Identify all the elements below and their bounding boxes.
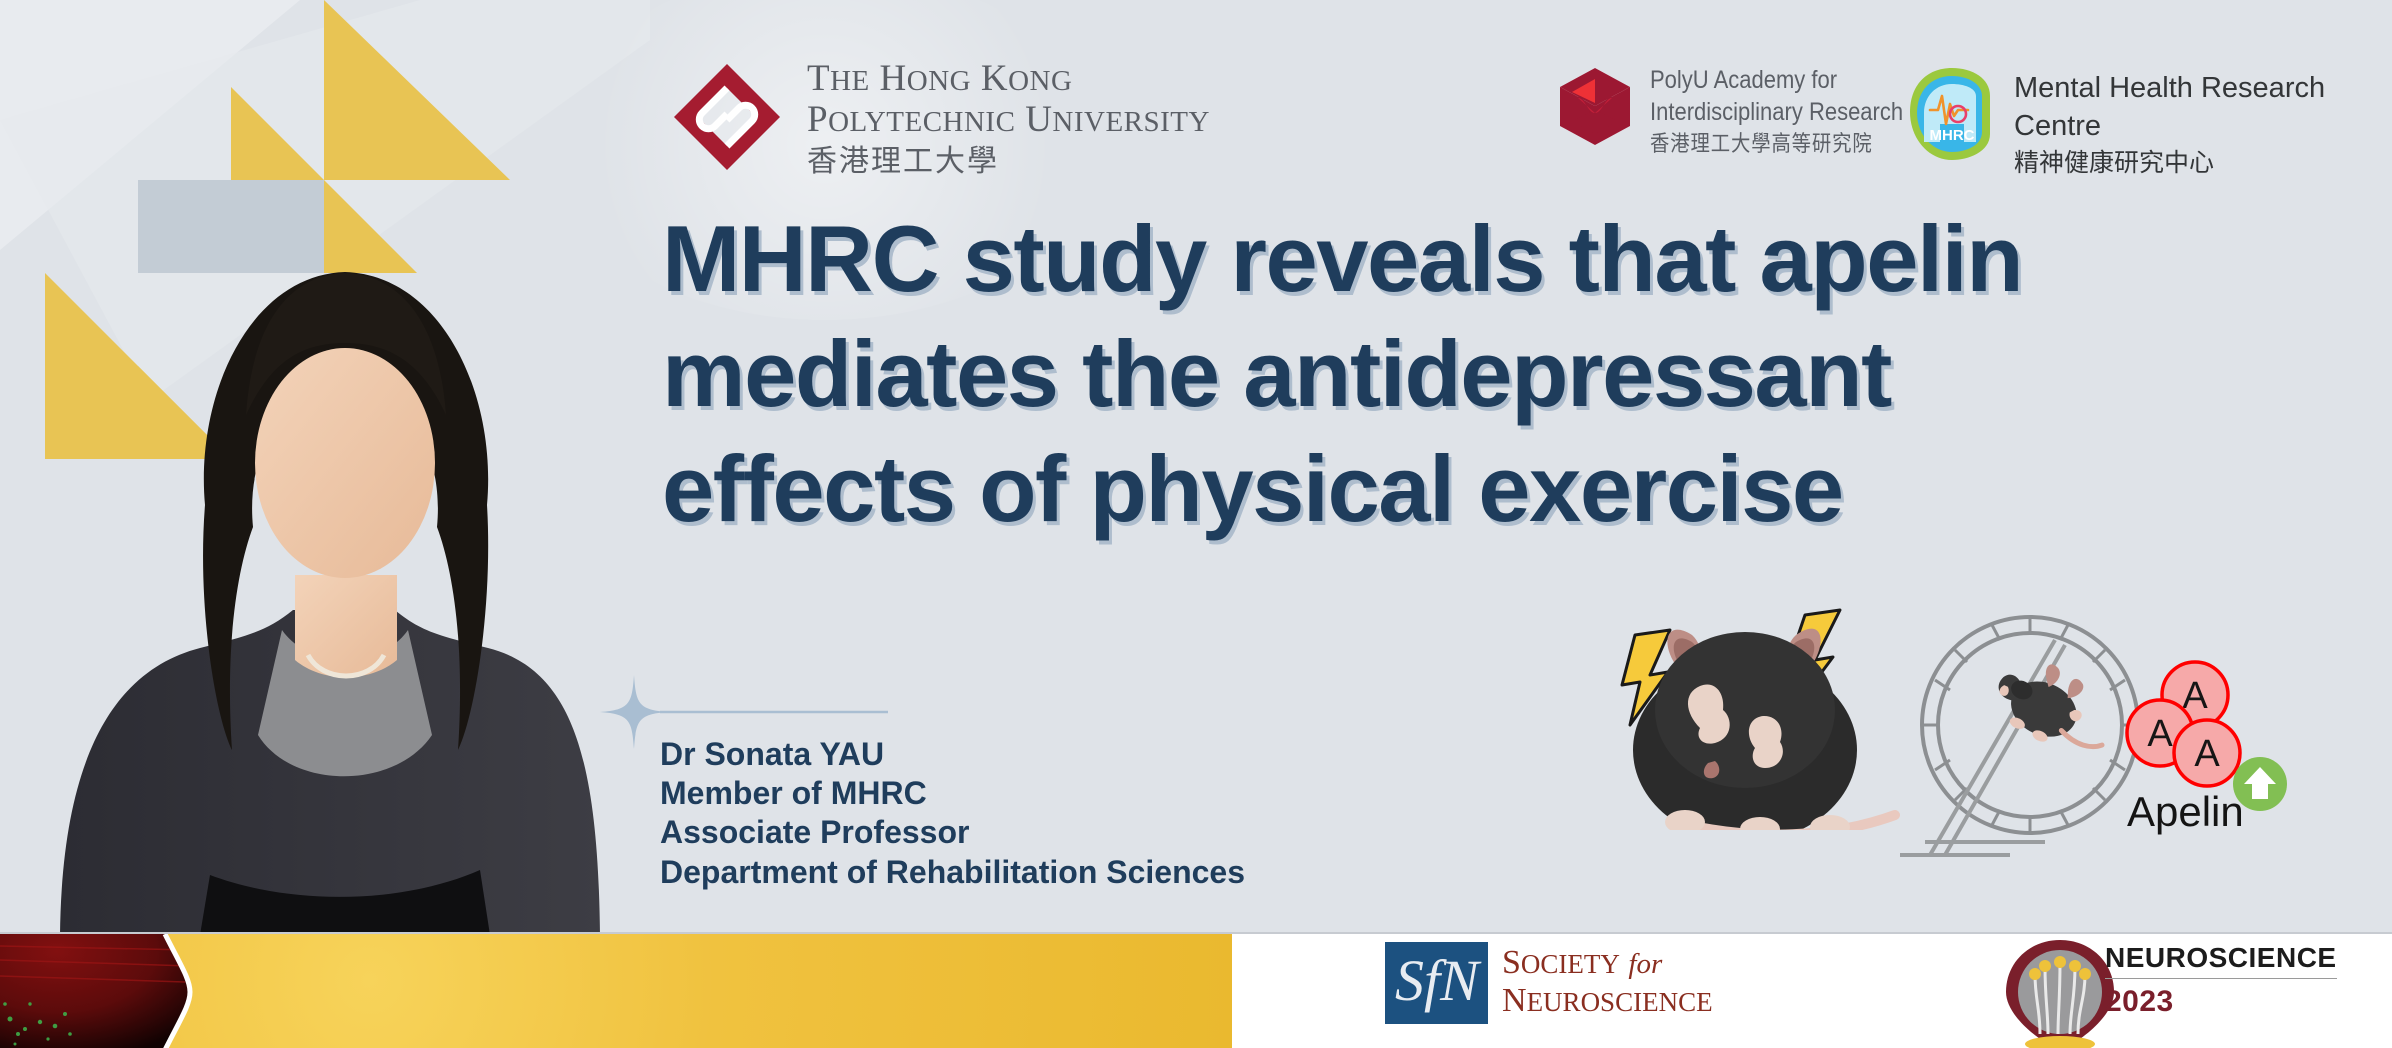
- svg-text:A: A: [2147, 713, 2173, 755]
- svg-text:A: A: [2194, 733, 2220, 775]
- svg-text:MHRC: MHRC: [1930, 127, 1975, 144]
- svg-text:SfN: SfN: [1395, 948, 1482, 1013]
